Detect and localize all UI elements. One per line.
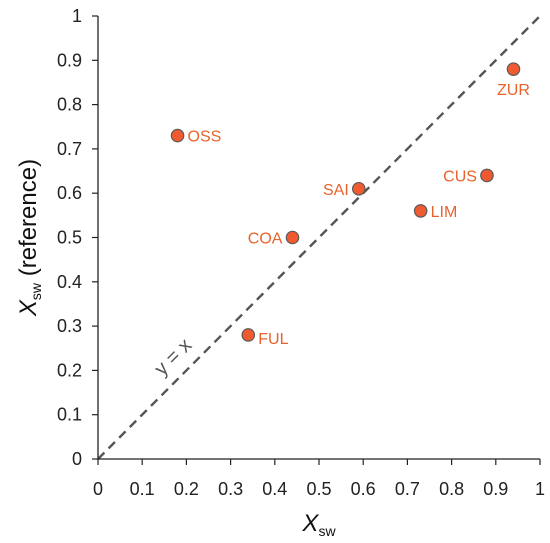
data-point-label-coa: COA [248,231,283,248]
reference-line-label: y = x [150,334,196,380]
x-tick-label: 0 [93,479,103,499]
data-point-ful [241,328,256,342]
y-tick-label: 0.6 [57,183,82,203]
y-tick-label: 0 [72,449,82,469]
data-point-cus [480,168,494,183]
y-axis-title: Xsw (reference) [15,159,44,317]
reference-line-y-equals-x [97,15,541,460]
data-point-label-sai: SAI [323,182,349,199]
y-tick-label: 0.7 [57,139,82,159]
data-point-zur [506,62,521,76]
axis-titles: Xsw Xsw (reference) [15,159,336,539]
y-tick-label: 0.5 [57,228,82,248]
data-point-label-cus: CUS [443,168,477,185]
data-point-label-oss: OSS [188,129,222,146]
data-point-sai [351,181,366,196]
x-tick-label: 0.7 [395,479,420,499]
y-tick-label: 0.9 [57,50,82,70]
ticks: 0 0.1 0.2 0.3 0.4 0.5 0.6 0.7 0.8 0.9 1 0 0.1 0.2 0.3 0… [57,6,545,499]
y-tick-label: 1 [72,6,82,26]
data-point-label-zur: ZUR [497,82,530,99]
data-point-lim [413,204,428,218]
x-tick-label: 0.4 [262,479,287,499]
data-points: OSS ZUR SAI CUS LIM COA FUL [170,62,530,348]
y-tick-label: 0.8 [57,95,82,115]
x-tick-label: 0.2 [174,479,199,499]
y-tick-label: 0.2 [57,360,82,380]
data-point-coa [285,230,300,245]
x-tick-label: 0.9 [483,479,508,499]
x-tick-label: 0.5 [306,479,331,499]
x-tick-label: 0.6 [351,479,376,499]
x-tick-label: 0.1 [130,479,155,499]
data-point-label-lim: LIM [431,204,458,221]
x-axis-title: Xsw [301,510,336,539]
x-tick-label: 0.3 [218,479,243,499]
x-tick-label: 1 [535,479,545,499]
reference-line-group: y = x [97,15,541,460]
y-tick-label: 0.3 [57,316,82,336]
x-tick-label: 0.8 [439,479,464,499]
y-tick-label: 0.4 [57,272,82,292]
data-point-label-ful: FUL [258,331,288,348]
y-tick-label: 0.1 [57,405,82,425]
data-point-oss [170,128,185,143]
